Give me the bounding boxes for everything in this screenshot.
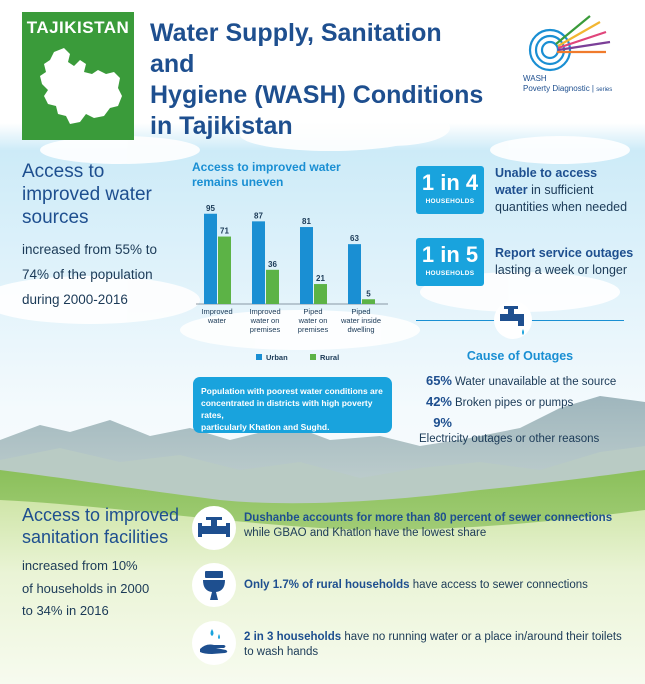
category-label: Piped [351,307,370,316]
stat-number-1-in-4: 1 in 4 [421,170,479,195]
pipe-valve-icon [192,506,236,550]
category-label: premises [250,325,281,334]
bar-value-label: 87 [254,211,263,220]
bar-value-label: 63 [350,234,359,243]
category-label: water inside [340,316,381,325]
stat-label-households: HOUSEHOLDS [425,270,475,277]
sanitation-text: increased from 10% of households in 2000… [22,558,150,618]
bar-rural-2 [314,284,327,304]
stat-label-households: HOUSEHOLDS [425,198,475,205]
bar-rural-3 [362,299,375,304]
legend-label-urban: Urban [266,353,288,362]
bar-value-label: 71 [220,227,229,236]
bar-urban-3 [348,244,361,304]
tajikistan-map-icon [40,48,122,124]
stat-badge-1-in-4 [416,166,484,214]
legend-swatch-urban [256,354,262,360]
outage-cause-row: 42% Broken pipes or pumps [425,394,574,409]
outage-cause-row: 9%Electricity outages or other reasons [419,415,600,445]
bar-urban-1 [252,221,265,304]
chart-title: Access to improved water remains uneven [192,160,341,189]
category-label: water on [250,316,280,325]
bar-rural-0 [218,236,231,304]
access-water-text: increased from 55% to 74% of the populat… [22,242,158,307]
category-label: Improved [201,307,232,316]
category-label: water [207,316,227,325]
category-label: dwelling [347,325,374,334]
stat-badge-1-in-5 [416,238,484,286]
outage-causes-title: Cause of Outages [466,349,574,363]
bar-value-label: 36 [268,260,277,269]
bar-value-label: 81 [302,217,311,226]
toilet-icon [192,563,236,607]
bar-rural-1 [266,269,279,304]
bar-urban-2 [300,227,313,304]
logo-text-diagnostic: Poverty Diagnostic | series [523,84,613,93]
stat-number-1-in-5: 1 in 5 [421,242,479,267]
category-label: water on [298,316,328,325]
hand-wash-icon [192,621,236,665]
country-name: TAJIKISTAN [26,18,130,37]
outage-cause-row: 65% Water unavailable at the source [425,373,617,388]
sanitation-item-rural-sewer: Only 1.7% of rural households have acces… [244,579,588,591]
sanitation-heading: Access to improved sanitation facilities [22,505,180,547]
legend-label-rural: Rural [320,353,339,362]
sanitation-item-sewer-share: Dushanbe accounts for more than 80 perce… [244,512,613,539]
stat-text-unable-access: Unable to access water in sufficient qua… [495,166,628,214]
page-title: Water Supply, Sanitation and Hygiene (WA… [150,19,484,140]
bar-urban-0 [204,213,217,304]
legend-swatch-rural [310,354,316,360]
stat-text-service-outages: Report service outages lasting a week or… [495,246,634,277]
poverty-info-box [193,377,392,433]
category-label: Improved [249,307,280,316]
poverty-info-text: Population with poorest water conditions… [201,386,383,432]
access-water-heading: Access to improved water sources [22,161,152,228]
water-tap-icon [494,301,532,339]
category-label: Piped [303,307,322,316]
category-label: premises [298,325,329,334]
bar-value-label: 95 [206,204,215,213]
bar-value-label: 5 [366,289,371,298]
bar-value-label: 21 [316,274,325,283]
wash-logo-icon [528,15,611,72]
logo-text-wash: WASH [523,74,547,83]
sanitation-item-handwashing: 2 in 3 households have no running water … [244,631,622,658]
